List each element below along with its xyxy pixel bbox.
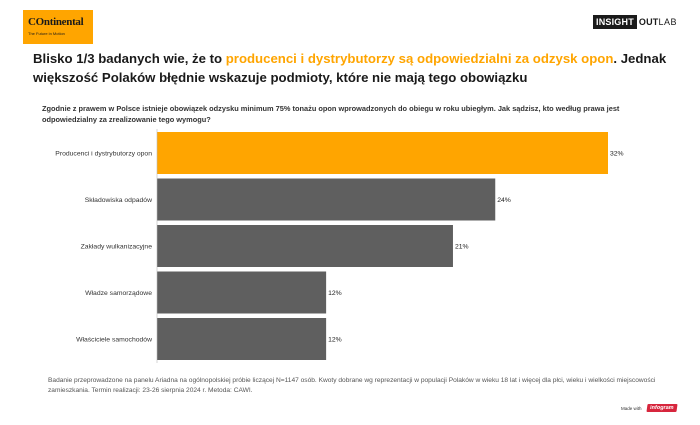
methodology-footnote: Badanie przeprowadzone na panelu Ariadna… bbox=[48, 377, 656, 394]
bar-2 bbox=[157, 178, 496, 221]
out-logo-word: OUT bbox=[638, 17, 659, 27]
value-label: 12% bbox=[328, 337, 342, 344]
bar-5 bbox=[157, 318, 327, 360]
continental-logo-brand: COntinental bbox=[28, 16, 84, 28]
value-label: 32% bbox=[610, 151, 624, 158]
category-label: Zakłady wulkanizacyjne bbox=[81, 244, 153, 251]
value-label: 12% bbox=[328, 290, 342, 297]
continental-logo-tagline: The Future in Motion bbox=[28, 31, 65, 36]
made-with-text: Made with bbox=[621, 405, 642, 411]
lab-logo-word: LAB bbox=[658, 17, 678, 27]
value-label: 21% bbox=[455, 244, 469, 251]
headline-highlight: producenci i dystrybutorzy są odpowiedzi… bbox=[225, 51, 614, 66]
survey-question: Zgodnie z prawem w Polsce istnieje obowi… bbox=[42, 104, 620, 124]
value-label: 24% bbox=[497, 197, 511, 204]
category-label: Właściciele samochodów bbox=[76, 337, 152, 344]
insight-outlab-logo: INSIGHT OUT LAB bbox=[593, 15, 677, 29]
category-label: Składowiska odpadów bbox=[85, 197, 152, 204]
headline-part-1: Blisko 1/3 badanych wie, że to bbox=[33, 51, 226, 66]
infogram-logo: infogram bbox=[645, 404, 677, 412]
made-with-badge[interactable]: Made with infogram bbox=[621, 404, 677, 412]
category-label: Producenci i dystrybutorzy opon bbox=[55, 151, 152, 158]
bar-3 bbox=[157, 225, 453, 267]
continental-logo: COntinental The Future in Motion bbox=[23, 10, 93, 44]
bar-4 bbox=[157, 271, 327, 314]
insight-logo-word: INSIGHT bbox=[593, 15, 637, 29]
headline-part-2: . Jednak większość Polaków błędnie wskaz… bbox=[33, 51, 667, 85]
headline: Blisko 1/3 badanych wie, że to producenc… bbox=[33, 49, 673, 87]
category-label: Władze samorządowe bbox=[85, 290, 152, 297]
bar-1 bbox=[157, 132, 608, 174]
